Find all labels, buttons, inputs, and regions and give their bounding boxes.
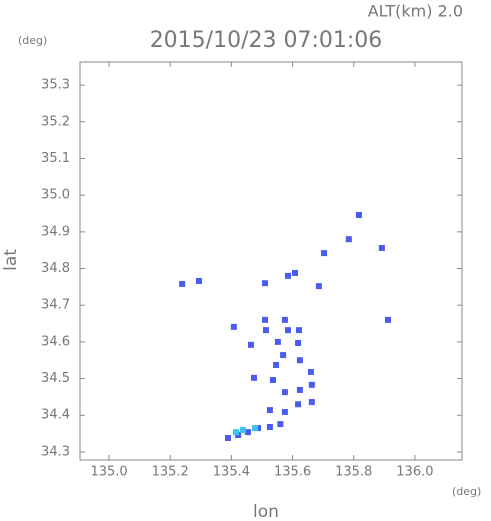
y-tick-label: 34.6 xyxy=(41,334,70,349)
echo-cell xyxy=(345,236,352,243)
y-tick-label: 35.1 xyxy=(41,151,70,166)
echo-cell xyxy=(266,407,273,414)
echo-cell xyxy=(251,374,258,381)
y-tick-label: 34.5 xyxy=(41,371,70,386)
y-tick-label: 34.8 xyxy=(41,261,70,276)
plot-frame xyxy=(79,61,463,461)
x-axis-label: lon xyxy=(253,502,279,521)
x-tick-label: 136.0 xyxy=(396,465,433,480)
echo-cell xyxy=(284,272,291,279)
x-tick-label: 135.2 xyxy=(152,465,189,480)
y-tick-label: 35.2 xyxy=(41,114,70,129)
echo-cell xyxy=(247,341,254,348)
echo-cell xyxy=(262,316,269,323)
echo-cell xyxy=(273,361,280,368)
echo-cell xyxy=(262,280,269,287)
echo-cell xyxy=(284,327,291,334)
echo-cell xyxy=(308,381,315,388)
echo-cell xyxy=(281,316,288,323)
x-tick-label: 135.8 xyxy=(335,465,372,480)
chart-subtitle: ALT(km) 2.0 xyxy=(368,2,463,21)
y-unit: (deg) xyxy=(18,34,47,47)
y-tick-label: 35.0 xyxy=(41,188,70,203)
x-unit: (deg) xyxy=(452,485,481,498)
echo-cell xyxy=(179,280,186,287)
echo-cell xyxy=(295,401,302,408)
x-tick-label: 135.4 xyxy=(213,465,250,480)
echo-cell xyxy=(266,423,273,430)
echo-cell xyxy=(274,338,281,345)
echo-cell xyxy=(295,339,302,346)
y-tick-label: 35.3 xyxy=(41,78,70,93)
echo-cell xyxy=(244,429,251,436)
y-tick-label: 34.4 xyxy=(41,408,70,423)
echo-cell xyxy=(315,283,322,290)
echo-cell xyxy=(262,327,269,334)
x-tick-label: 135.6 xyxy=(274,465,311,480)
echo-cell xyxy=(232,429,239,436)
echo-cell xyxy=(384,316,391,323)
echo-cell xyxy=(296,386,303,393)
echo-cell xyxy=(355,211,362,218)
echo-cell xyxy=(230,323,237,330)
echo-cell xyxy=(307,368,314,375)
echo-cell xyxy=(281,408,288,415)
y-tick-label: 34.9 xyxy=(41,224,70,239)
echo-cell xyxy=(251,425,258,432)
echo-cell xyxy=(225,434,232,441)
echo-cell xyxy=(308,399,315,406)
y-tick-label: 34.7 xyxy=(41,298,70,313)
echo-cell xyxy=(295,327,302,334)
echo-cell xyxy=(296,357,303,364)
chart-title: 2015/10/23 07:01:06 xyxy=(150,28,383,53)
echo-cell xyxy=(277,421,284,428)
y-axis-label: lat xyxy=(1,249,21,271)
x-tick-label: 135.0 xyxy=(90,465,127,480)
echo-cell xyxy=(281,389,288,396)
echo-cell xyxy=(321,250,328,257)
echo-cell xyxy=(269,377,276,384)
echo-cell xyxy=(292,269,299,276)
echo-cell xyxy=(195,277,202,284)
echo-cell xyxy=(280,352,287,359)
echo-cell xyxy=(378,244,385,251)
y-tick-label: 34.3 xyxy=(41,444,70,459)
echo-cell xyxy=(255,425,262,432)
echo-cell xyxy=(240,426,247,433)
